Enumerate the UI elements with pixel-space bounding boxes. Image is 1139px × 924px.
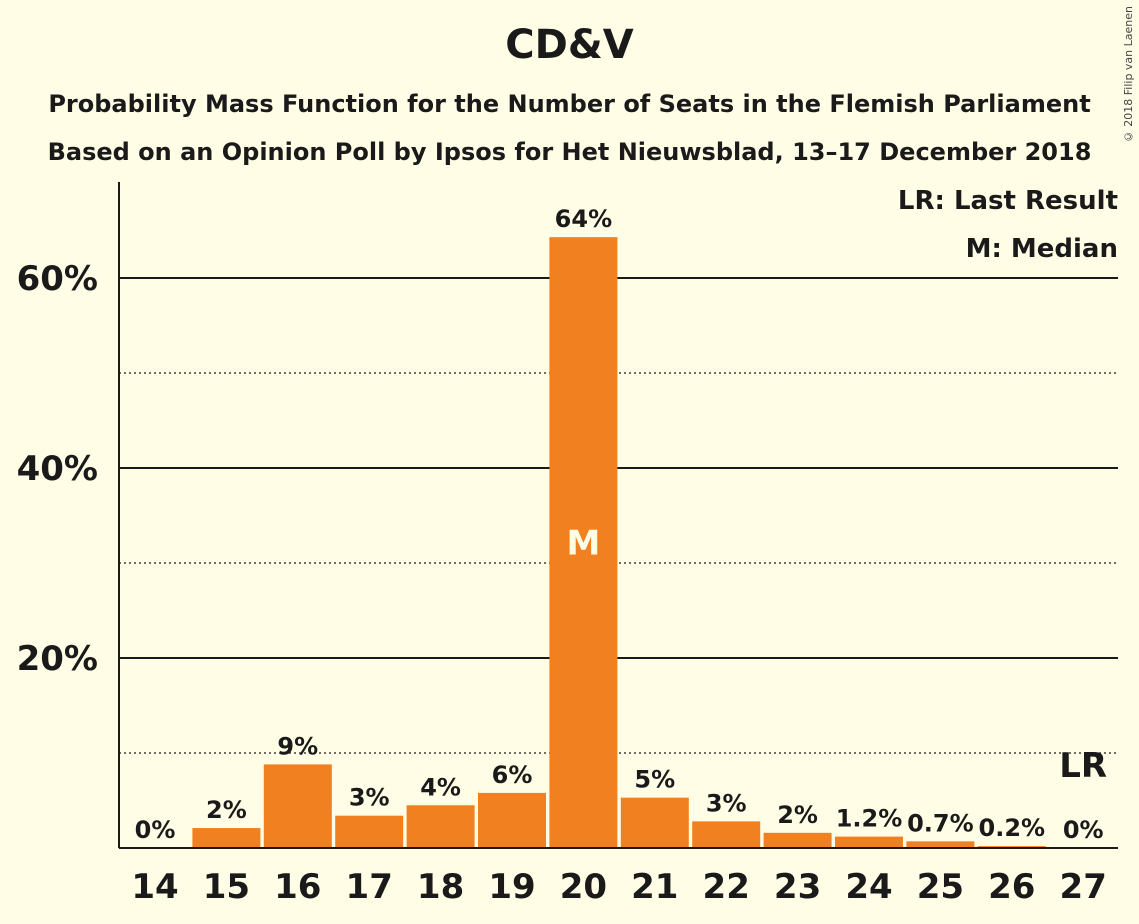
data-label-20: 64% <box>555 205 612 233</box>
data-label-26: 0.2% <box>979 814 1046 842</box>
x-tick-label-17: 17 <box>346 867 393 907</box>
chart-subtitle-1: Probability Mass Function for the Number… <box>48 90 1091 118</box>
data-label-17: 3% <box>349 784 390 812</box>
x-tick-label-18: 18 <box>417 867 464 907</box>
data-label-23: 2% <box>777 801 818 829</box>
bar-21 <box>620 797 689 848</box>
x-tick-label-19: 19 <box>488 867 535 907</box>
x-tick-label-20: 20 <box>560 867 607 907</box>
data-label-25: 0.7% <box>907 809 974 837</box>
data-label-14: 0% <box>135 816 176 844</box>
bar-16 <box>263 764 332 848</box>
bar-20 <box>549 237 618 848</box>
x-tick-label-14: 14 <box>131 867 178 907</box>
data-label-24: 1.2% <box>836 805 903 833</box>
last-result-marker: LR <box>1059 746 1107 786</box>
chart-subtitle-2: Based on an Opinion Poll by Ipsos for He… <box>47 138 1092 166</box>
data-label-15: 2% <box>206 796 247 824</box>
x-tick-label-23: 23 <box>774 867 821 907</box>
chart-title: CD&V <box>505 22 634 68</box>
x-tick-label-27: 27 <box>1060 867 1107 907</box>
x-tick-label-25: 25 <box>917 867 964 907</box>
y-tick-label: 40% <box>17 449 98 489</box>
x-tick-label-26: 26 <box>988 867 1035 907</box>
bar-23 <box>763 832 832 848</box>
legend-median: M: Median <box>966 234 1118 264</box>
bar-25 <box>906 841 975 848</box>
x-tick-label-15: 15 <box>203 867 250 907</box>
legend-last-result: LR: Last Result <box>898 186 1118 216</box>
data-label-16: 9% <box>277 732 318 760</box>
data-label-19: 6% <box>492 761 533 789</box>
data-label-27: 0% <box>1063 816 1104 844</box>
x-tick-label-16: 16 <box>274 867 321 907</box>
bar-19 <box>478 792 546 848</box>
data-label-21: 5% <box>634 766 675 794</box>
bar-22 <box>692 821 761 848</box>
bar-15 <box>192 828 261 848</box>
median-marker: M <box>566 524 600 564</box>
y-tick-label: 20% <box>17 639 98 679</box>
data-label-22: 3% <box>706 789 747 817</box>
bar-24 <box>835 836 903 848</box>
data-label-18: 4% <box>420 773 461 801</box>
x-tick-label-24: 24 <box>845 867 892 907</box>
bar-18 <box>406 805 475 848</box>
x-tick-label-22: 22 <box>703 867 750 907</box>
x-tick-label-21: 21 <box>631 867 678 907</box>
bar-17 <box>335 815 404 848</box>
y-tick-label: 60% <box>17 259 98 299</box>
